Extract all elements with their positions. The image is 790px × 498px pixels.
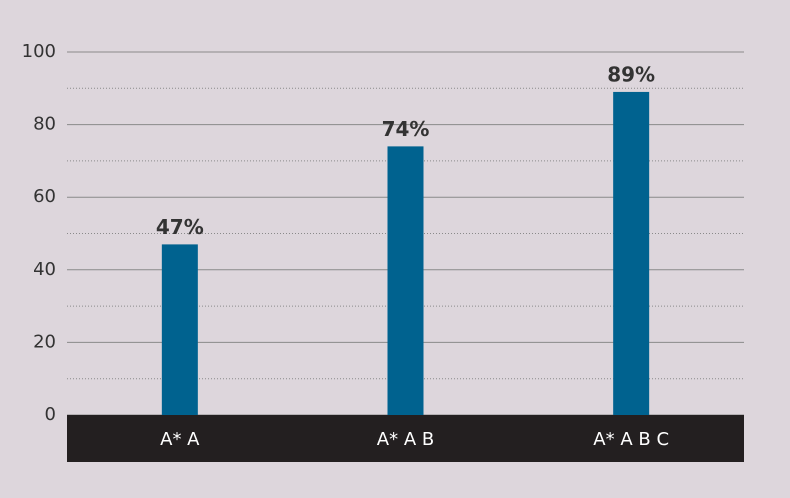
x-tick-label: A* A (160, 429, 200, 450)
y-tick-label: 100 (22, 41, 56, 62)
y-tick-label: 40 (33, 259, 56, 280)
bar (613, 91, 650, 416)
x-tick-label: A* A B C (593, 429, 669, 450)
y-tick-label: 80 (33, 114, 56, 135)
bar (387, 146, 424, 415)
y-tick-label: 60 (33, 186, 56, 207)
value-label: 89% (607, 62, 655, 86)
category-band (67, 415, 744, 462)
y-tick-label: 0 (45, 404, 56, 425)
value-label: 74% (382, 117, 430, 141)
bar (161, 244, 198, 415)
value-label: 47% (156, 215, 204, 239)
y-tick-label: 20 (33, 331, 56, 352)
x-tick-label: A* A B (377, 429, 434, 450)
